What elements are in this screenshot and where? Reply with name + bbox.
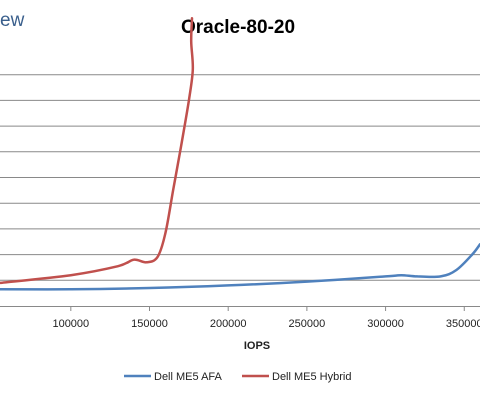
legend: Dell ME5 AFA Dell ME5 Hybrid	[124, 371, 351, 383]
brand-partial-text: ew	[0, 10, 25, 31]
x-tick-label-350000: 350000	[446, 318, 480, 330]
x-tick-label-300000: 300000	[367, 318, 404, 330]
series-line-dell-me5-hybrid	[0, 16, 195, 285]
x-axis-label: IOPS	[244, 340, 270, 352]
chart-title: Oracle-80-20	[181, 17, 295, 38]
legend-label-dell-me5-afa: Dell ME5 AFA	[154, 371, 223, 383]
x-tick-label-200000: 200000	[210, 318, 247, 330]
plot-area: 100000 150000 200000 250000 300000 350000	[0, 16, 480, 330]
legend-label-dell-me5-hybrid: Dell ME5 Hybrid	[272, 371, 351, 383]
x-tick-label-100000: 100000	[52, 318, 89, 330]
x-tick-label-150000: 150000	[131, 318, 168, 330]
x-tick-label-250000: 250000	[289, 318, 326, 330]
series-line-dell-me5-afa	[0, 243, 480, 291]
